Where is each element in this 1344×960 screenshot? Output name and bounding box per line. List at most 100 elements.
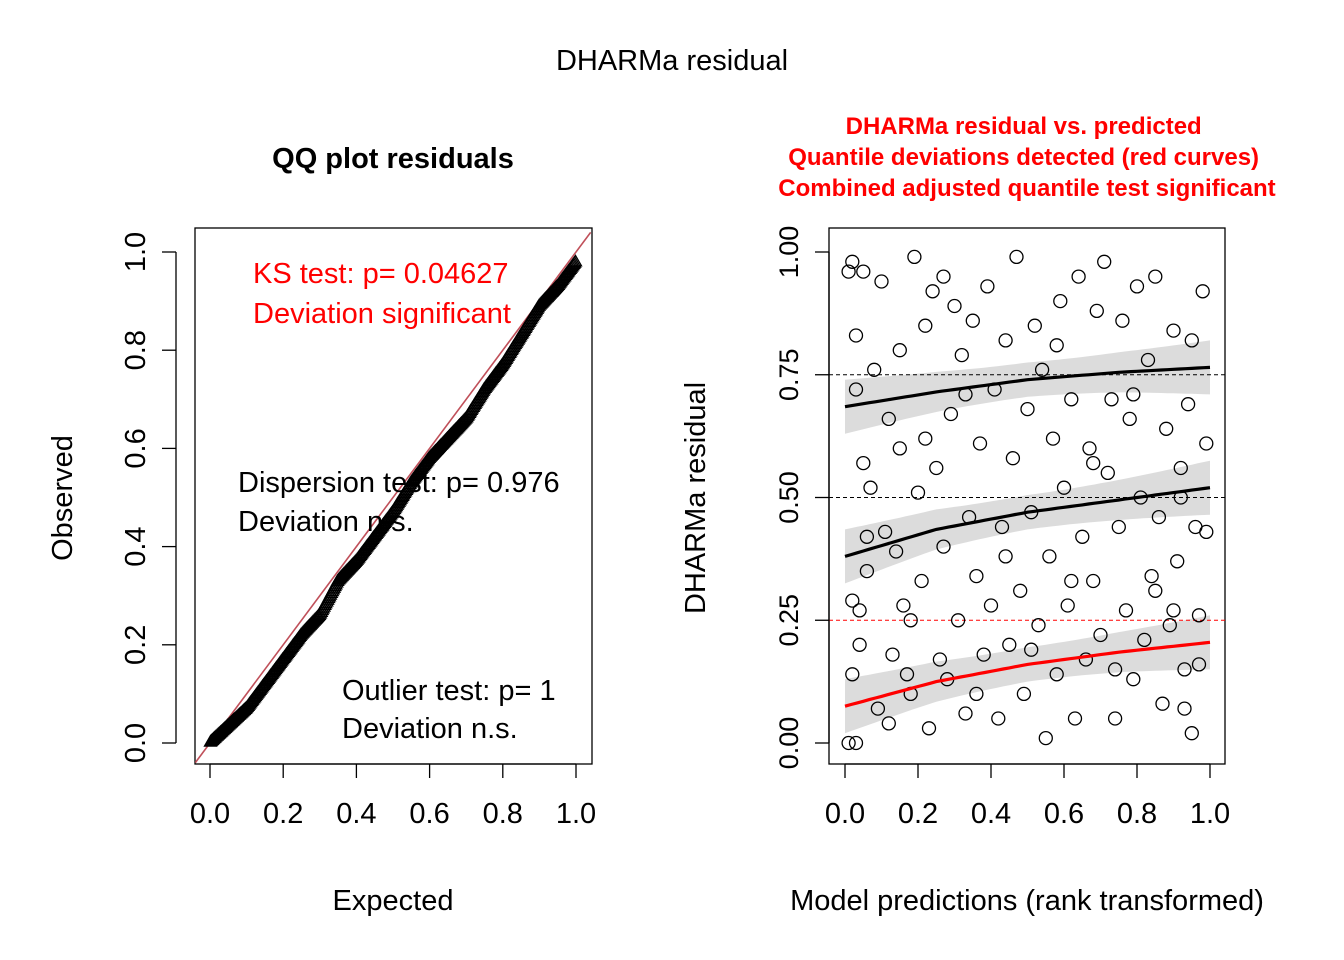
residual-point: [998, 333, 1013, 348]
residual-point: [1159, 421, 1174, 436]
y-tick-label: 0.8: [120, 330, 152, 370]
residual-point: [943, 406, 959, 422]
residual-point: [1140, 352, 1156, 368]
residual-point: [954, 347, 969, 363]
residual-point: [1177, 701, 1192, 716]
residual-point: [950, 613, 966, 628]
residual-point: [1056, 480, 1072, 495]
y-tick-label: 0.0: [120, 723, 152, 763]
residual-point: [1020, 401, 1035, 417]
qq-plot-title: QQ plot residuals: [272, 143, 514, 175]
residual-point: [1067, 711, 1083, 726]
residual-point: [969, 686, 984, 702]
residual-point: [1184, 726, 1199, 741]
rv-y-label: DHARMa residual: [680, 382, 712, 614]
x-tick-label: 0.6: [1044, 798, 1084, 830]
residual-point: [1180, 397, 1196, 412]
qq-x-label: Expected: [333, 885, 454, 917]
residual-point: [1034, 362, 1050, 377]
residual-point: [856, 264, 871, 279]
residual-point: [1111, 519, 1126, 535]
x-tick-label: 0.6: [409, 798, 449, 830]
residual-point: [1137, 632, 1152, 648]
residual-point: [929, 460, 944, 476]
residual-point: [1199, 524, 1214, 540]
x-tick-label: 0.4: [336, 798, 376, 830]
ks-test-line1: KS test: p= 0.04627: [253, 258, 509, 290]
rv-title-line2: Quantile deviations detected (red curves…: [788, 144, 1259, 171]
residual-point: [991, 711, 1006, 726]
x-tick-label: 0.8: [483, 798, 523, 830]
qq-x-axis: 0.0 0.2 0.4 0.6 0.8 1.0: [190, 763, 596, 830]
residual-point: [1104, 392, 1119, 407]
residual-point: [1100, 465, 1115, 481]
x-tick-label: 0.4: [971, 798, 1011, 830]
residual-point: [1075, 529, 1090, 544]
residual-point: [852, 603, 867, 618]
residual-point: [874, 274, 889, 289]
residual-point: [1173, 460, 1188, 476]
dispersion-test-line1: Dispersion test: p= 0.976: [238, 467, 560, 499]
residual-point: [841, 264, 856, 279]
rv-title-line1: DHARMa residual vs. predicted: [846, 113, 1202, 140]
qq-plot-panel: QQ plot residuals 0.0 0.2 0.4 0.6 0.8 1.0 0.0…: [47, 143, 596, 917]
y-tick-label: 0.4: [120, 526, 152, 566]
residual-point: [856, 455, 871, 471]
x-tick-label: 1.0: [556, 798, 596, 830]
outlier-test-annotation: Outlier test: p= 1 Deviation n.s.: [342, 675, 564, 745]
residual-point: [914, 573, 929, 589]
ks-test-annotation: KS test: p= 0.04627 Deviation significan…: [253, 258, 517, 330]
residual-point: [892, 441, 907, 456]
residual-point: [994, 519, 1010, 535]
residual-point: [936, 269, 951, 284]
y-tick-label: 0.50: [774, 471, 804, 524]
residual-point: [980, 279, 995, 294]
qq-reference-line: [194, 231, 592, 764]
dispersion-test-annotation: Dispersion test: p= 0.976 Deviation n.s.: [238, 467, 568, 538]
residual-point: [841, 735, 856, 751]
confidence-band-q0.5: [845, 460, 1210, 584]
residual-point: [877, 524, 893, 540]
residual-point: [1031, 618, 1046, 633]
residual-point: [1064, 392, 1079, 407]
x-tick-label: 0.2: [263, 798, 303, 830]
residual-point: [918, 431, 933, 446]
confidence-band-q0.75: [845, 340, 1210, 434]
residual-point: [1107, 711, 1123, 726]
residual-point: [1089, 303, 1104, 319]
rv-x-axis: 0.0 0.2 0.4 0.6 0.8 1.0: [825, 763, 1230, 830]
residual-point: [881, 411, 896, 427]
qq-residual-points: [203, 254, 583, 747]
y-tick-label: 0.6: [120, 428, 152, 468]
residual-point: [1107, 662, 1123, 677]
residual-point: [1126, 672, 1141, 687]
residual-point: [1162, 618, 1177, 633]
residual-point: [918, 318, 933, 333]
residual-point: [969, 568, 984, 584]
residual-point: [899, 667, 915, 682]
qq-y-axis: 0.0 0.2 0.4 0.6 0.8 1.0: [120, 232, 177, 763]
residual-point: [1118, 603, 1134, 618]
residual-point: [845, 667, 860, 682]
residual-point: [1126, 387, 1141, 402]
residual-point: [1049, 667, 1064, 682]
residual-point: [1053, 293, 1068, 309]
residual-point: [852, 637, 867, 652]
residual-point: [1184, 333, 1199, 348]
residual-point: [1148, 583, 1163, 598]
rv-reference-lines: [829, 374, 1225, 621]
residual-point: [1082, 441, 1097, 456]
residual-vs-predicted-panel: DHARMa residual vs. predicted Quantile d…: [680, 113, 1276, 917]
residual-point: [1013, 583, 1028, 598]
x-tick-label: 1.0: [1190, 798, 1230, 830]
residual-point: [1144, 568, 1159, 584]
y-tick-label: 0.00: [774, 717, 804, 770]
residual-point: [1060, 598, 1075, 613]
rv-quantile-curves: [844, 365, 1211, 708]
x-tick-label: 0.8: [1117, 798, 1157, 830]
residual-point: [983, 598, 999, 613]
residual-point: [1086, 573, 1101, 589]
residual-point: [870, 701, 886, 716]
x-tick-label: 0.0: [825, 798, 865, 830]
